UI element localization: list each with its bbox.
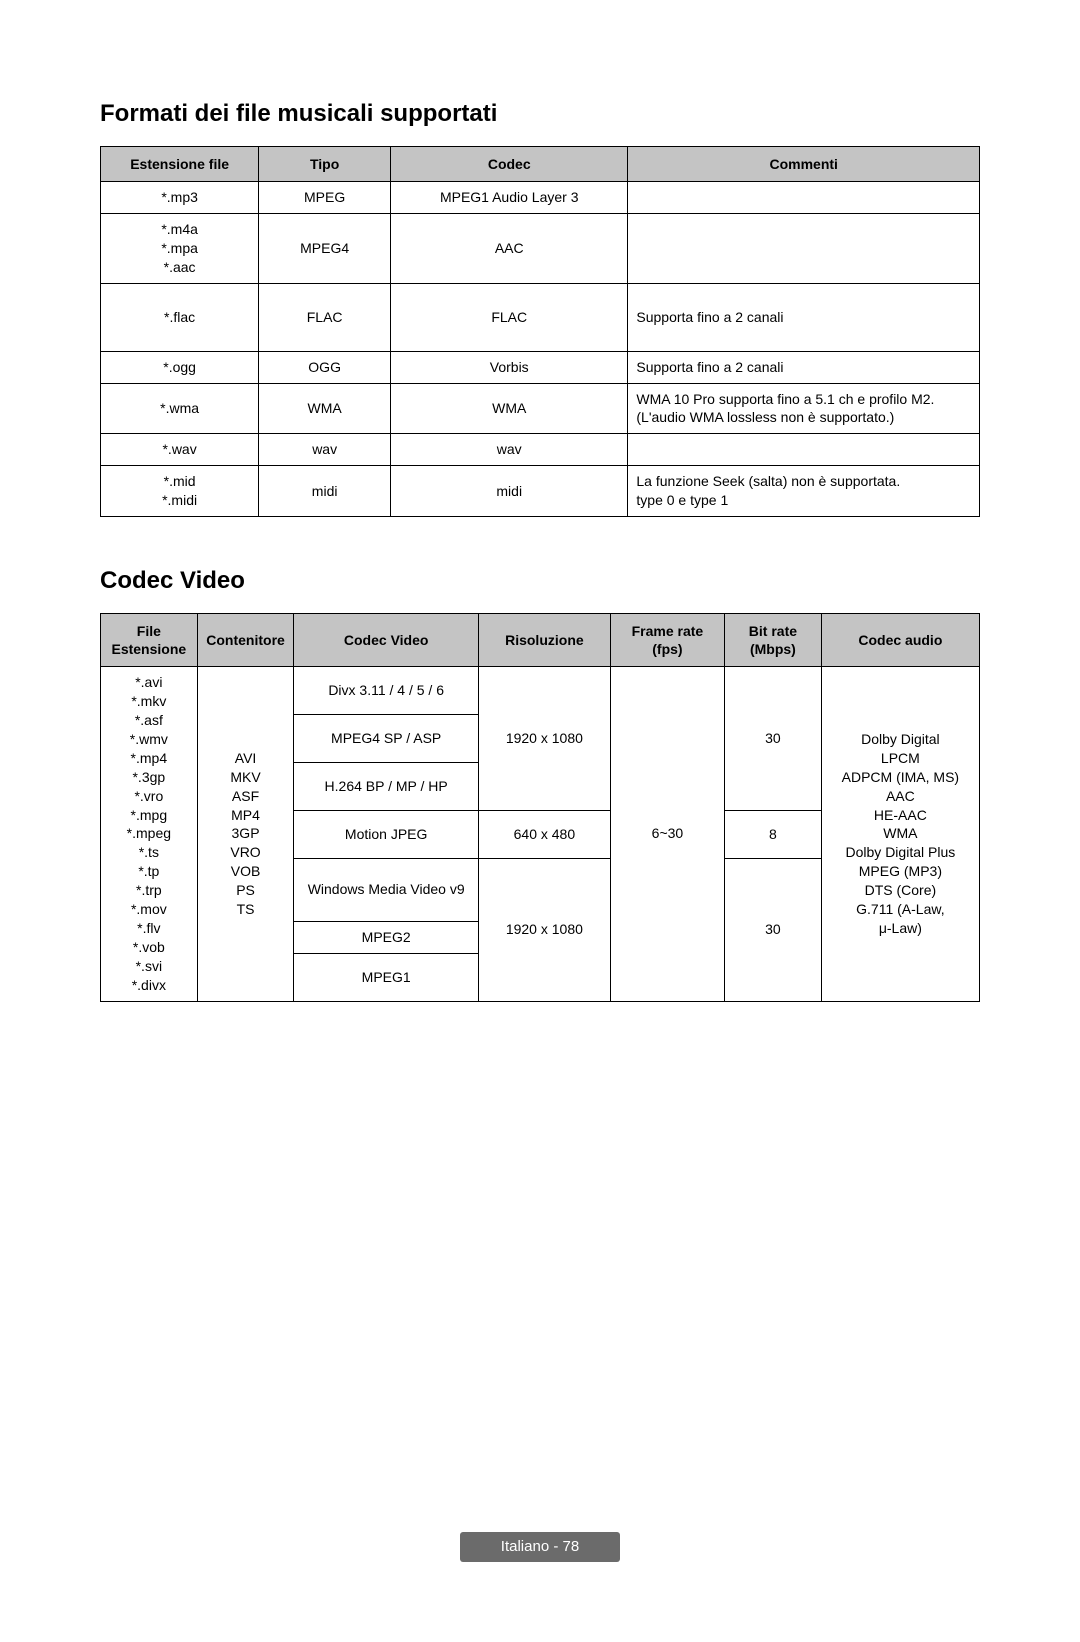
cell-vcodec: Windows Media Video v9: [294, 858, 479, 921]
cell-vcodec: Motion JPEG: [294, 811, 479, 859]
cell-bitrate: 30: [725, 858, 822, 1001]
cell-codec: FLAC: [391, 283, 628, 351]
cell-comments: [628, 434, 980, 466]
cell-type: WMA: [259, 383, 391, 434]
cell-codec: wav: [391, 434, 628, 466]
col-comments: Commenti: [628, 147, 980, 182]
cell-ext: *.flac: [101, 283, 259, 351]
cell-resolution: 640 x 480: [478, 811, 610, 859]
table-row: *.wma WMA WMA WMA 10 Pro supporta fino a…: [101, 383, 980, 434]
cell-ext: *.mp3: [101, 182, 259, 214]
table-row: *.flac FLAC FLAC Supporta fino a 2 canal…: [101, 283, 980, 351]
music-formats-table: Estensione file Tipo Codec Commenti *.mp…: [100, 146, 980, 517]
cell-resolution: 1920 x 1080: [478, 858, 610, 1001]
cell-fps: 6~30: [610, 667, 724, 1001]
cell-vcodec: MPEG1: [294, 953, 479, 1001]
cell-bitrate: 30: [725, 667, 822, 811]
cell-resolution: 1920 x 1080: [478, 667, 610, 811]
table-header-row: Estensione file Tipo Codec Commenti: [101, 147, 980, 182]
table-row: *.ogg OGG Vorbis Supporta fino a 2 canal…: [101, 351, 980, 383]
cell-ext: *.mid *.midi: [101, 466, 259, 517]
cell-comments: [628, 214, 980, 284]
cell-vcodec: Divx 3.11 / 4 / 5 / 6: [294, 667, 479, 715]
page-content: Formati dei file musicali supportati Est…: [0, 0, 1080, 1642]
page-footer: Italiano - 78: [460, 1532, 620, 1562]
cell-codec: Vorbis: [391, 351, 628, 383]
table-row: *.wav wav wav: [101, 434, 980, 466]
col-resolution: Risoluzione: [478, 613, 610, 666]
col-framerate: Frame rate (fps): [610, 613, 724, 666]
cell-vcodec: MPEG2: [294, 921, 479, 953]
cell-type: wav: [259, 434, 391, 466]
cell-comments: WMA 10 Pro supporta fino a 5.1 ch e prof…: [628, 383, 980, 434]
cell-comments: Supporta fino a 2 canali: [628, 351, 980, 383]
table-row: *.mp3 MPEG MPEG1 Audio Layer 3: [101, 182, 980, 214]
video-codec-title: Codec Video: [100, 567, 980, 595]
video-codec-table: File Estensione Contenitore Codec Video …: [100, 613, 980, 1002]
col-bitrate: Bit rate (Mbps): [725, 613, 822, 666]
table-row: *.mid *.midi midi midi La funzione Seek …: [101, 466, 980, 517]
cell-container-list: AVI MKV ASF MP4 3GP VRO VOB PS TS: [197, 667, 294, 1001]
cell-comments: Supporta fino a 2 canali: [628, 283, 980, 351]
table-header-row: File Estensione Contenitore Codec Video …: [101, 613, 980, 666]
cell-type: MPEG4: [259, 214, 391, 284]
cell-comments: [628, 182, 980, 214]
col-ext: Estensione file: [101, 147, 259, 182]
cell-vcodec: H.264 BP / MP / HP: [294, 763, 479, 811]
music-formats-title: Formati dei file musicali supportati: [100, 100, 980, 128]
col-container: Contenitore: [197, 613, 294, 666]
col-acodec: Codec audio: [821, 613, 979, 666]
cell-codec: midi: [391, 466, 628, 517]
cell-ext: *.m4a *.mpa *.aac: [101, 214, 259, 284]
cell-bitrate: 8: [725, 811, 822, 859]
table-row: *.avi *.mkv *.asf *.wmv *.mp4 *.3gp *.vr…: [101, 667, 980, 715]
cell-ext-list: *.avi *.mkv *.asf *.wmv *.mp4 *.3gp *.vr…: [101, 667, 198, 1001]
col-vcodec: Codec Video: [294, 613, 479, 666]
col-codec: Codec: [391, 147, 628, 182]
cell-type: midi: [259, 466, 391, 517]
cell-type: OGG: [259, 351, 391, 383]
cell-codec: WMA: [391, 383, 628, 434]
cell-comments: La funzione Seek (salta) non è supportat…: [628, 466, 980, 517]
cell-vcodec: MPEG4 SP / ASP: [294, 715, 479, 763]
cell-ext: *.wav: [101, 434, 259, 466]
cell-type: FLAC: [259, 283, 391, 351]
cell-codec: AAC: [391, 214, 628, 284]
cell-type: MPEG: [259, 182, 391, 214]
cell-codec: MPEG1 Audio Layer 3: [391, 182, 628, 214]
col-type: Tipo: [259, 147, 391, 182]
cell-acodec: Dolby Digital LPCM ADPCM (IMA, MS) AAC H…: [821, 667, 979, 1001]
cell-ext: *.ogg: [101, 351, 259, 383]
table-row: *.m4a *.mpa *.aac MPEG4 AAC: [101, 214, 980, 284]
cell-ext: *.wma: [101, 383, 259, 434]
col-ext: File Estensione: [101, 613, 198, 666]
footer-label: Italiano - 78: [501, 1538, 579, 1555]
